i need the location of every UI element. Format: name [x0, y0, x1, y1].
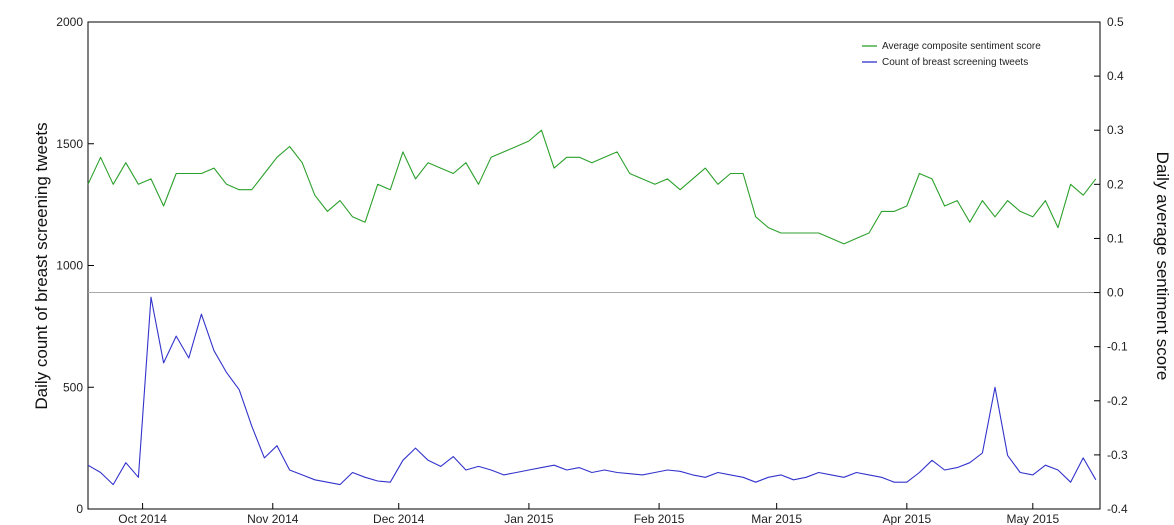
x-tick-label: Jan 2015: [504, 512, 554, 525]
x-tick-label: Apr 2015: [882, 512, 931, 525]
legend-label-tweet-count: Count of breast screening tweets: [882, 57, 1028, 68]
left-tick-label: 2000: [56, 15, 83, 29]
left-tick-label: 500: [63, 380, 83, 394]
plot-frame: [87, 21, 1101, 510]
legend-label-sentiment: Average composite sentiment score: [882, 41, 1041, 52]
right-tick-label: 0.0: [1107, 286, 1124, 300]
x-tick-label: Mar 2015: [751, 512, 802, 525]
left-axis-ticks: 0 500 1000 1500 2000: [56, 15, 94, 516]
x-tick-label: May 2015: [1006, 512, 1059, 525]
right-tick-label: 0.2: [1107, 177, 1124, 191]
left-axis-title: Daily count of breast screening tweets: [32, 122, 51, 409]
right-axis-ticks: -0.4 -0.3 -0.2 -0.1 0.0 0.1 0.2 0.3 0.4 0.5: [1094, 15, 1128, 516]
right-tick-label: -0.1: [1107, 340, 1128, 354]
legend: Average composite sentiment score Count …: [862, 41, 1041, 68]
sentiment-series-line: [87, 129, 1097, 245]
right-tick-label: -0.4: [1107, 502, 1128, 516]
tweet-count-series-line: [87, 296, 1097, 486]
x-tick-label: Nov 2014: [247, 512, 299, 525]
right-tick-label: 0.4: [1107, 69, 1124, 83]
right-tick-label: 0.5: [1107, 15, 1124, 29]
left-tick-label: 1000: [56, 259, 83, 273]
right-tick-label: 0.1: [1107, 231, 1124, 245]
x-tick-label: Oct 2014: [118, 512, 167, 525]
left-tick-label: 0: [76, 502, 83, 516]
right-tick-label: -0.2: [1107, 394, 1128, 408]
x-tick-label: Feb 2015: [634, 512, 685, 525]
x-tick-label: Dec 2014: [373, 512, 425, 525]
series-layer: [87, 129, 1097, 486]
right-axis-title: Daily average sentiment score: [1153, 152, 1172, 381]
right-tick-label: -0.3: [1107, 448, 1128, 462]
left-tick-label: 1500: [56, 137, 83, 151]
right-tick-label: 0.3: [1107, 123, 1124, 137]
x-axis-ticks: Oct 2014 Nov 2014 Dec 2014 Jan 2015 Feb 2015…: [118, 503, 1059, 525]
